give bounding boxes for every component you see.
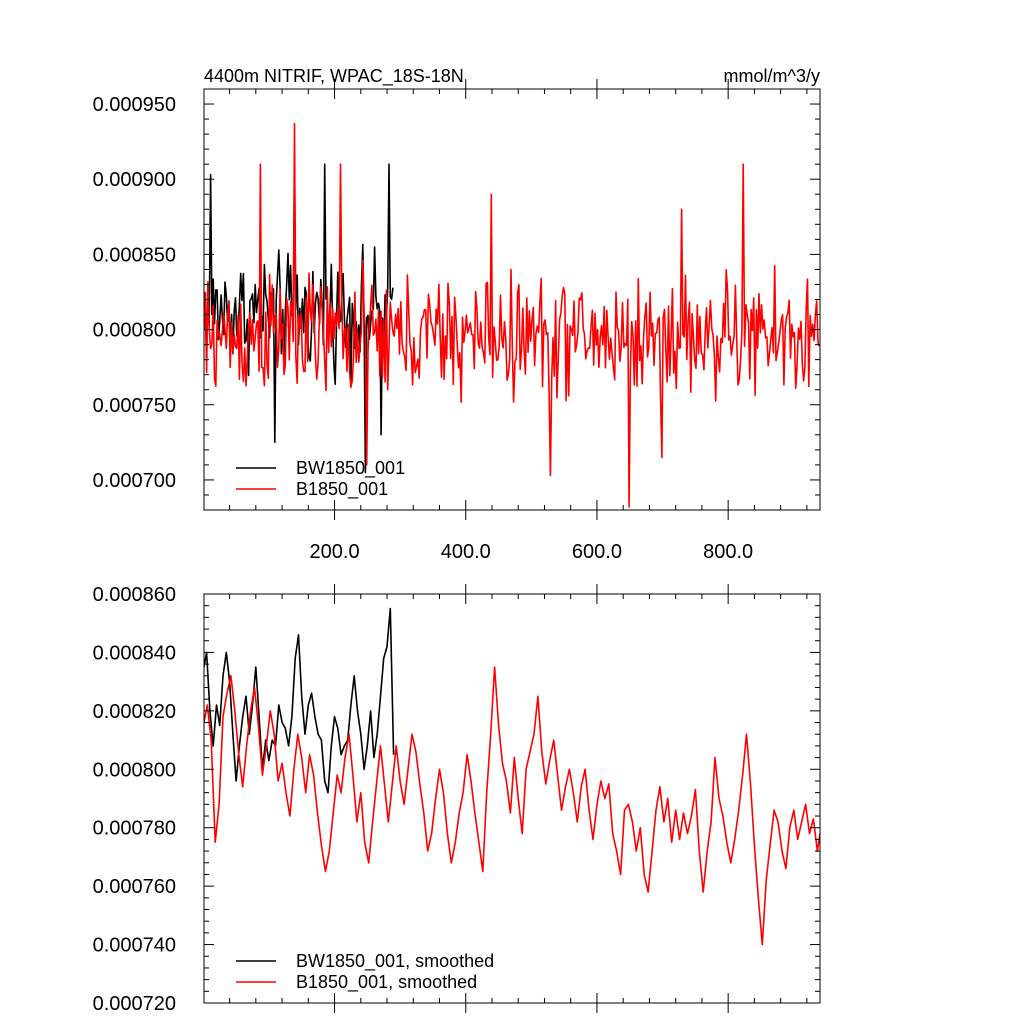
bottom-y-tick-label: 0.000720	[93, 993, 176, 1015]
bottom-y-tick-label: 0.000840	[93, 642, 176, 664]
bottom-y-tick-label: 0.000780	[93, 818, 176, 840]
top-y-tick-label: 0.000800	[93, 320, 176, 342]
top-title-left: 4400m NITRIF, WPAC_18S-18N	[204, 66, 464, 87]
top-legend-label-0: BW1850_001	[296, 458, 405, 479]
bottom-series-line-1	[204, 666, 820, 946]
bottom-series-line-0	[204, 607, 395, 794]
bottom-panel: 0.000720 0.000740 0.000760 0.000780 0.000800…	[93, 584, 821, 1015]
top-series-line-1	[204, 122, 820, 508]
top-y-tick-label: 0.000700	[93, 470, 176, 492]
bottom-y-tick-label: 0.000760	[93, 876, 176, 898]
bottom-series-group	[204, 607, 820, 946]
top-title-right: mmol/m^3/y	[724, 66, 820, 86]
top-x-tick-label: 600.0	[572, 541, 622, 563]
bottom-y-tick-label: 0.000740	[93, 935, 176, 957]
top-y-tick-label: 0.000750	[93, 395, 176, 417]
top-panel: 4400m NITRIF, WPAC_18S-18N mmol/m^3/y 0.…	[93, 66, 821, 563]
bottom-y-tick-label: 0.000820	[93, 701, 176, 723]
bottom-y-tick-label: 0.000860	[93, 584, 176, 606]
top-y-tick-label: 0.000900	[93, 169, 176, 191]
top-y-tick-label: 0.000950	[93, 94, 176, 116]
top-plot-area: 0.000700 0.000750 0.000800 0.000850 0.000900…	[93, 79, 821, 563]
top-x-tick-label: 400.0	[441, 541, 491, 563]
bottom-y-tick-label: 0.000800	[93, 759, 176, 781]
bottom-plot-area: 0.000720 0.000740 0.000760 0.000780 0.000800…	[93, 584, 821, 1015]
top-x-tick-label: 800.0	[703, 541, 753, 563]
bottom-legend-label-1: B1850_001, smoothed	[296, 972, 477, 993]
top-legend-label-1: B1850_001	[296, 479, 388, 500]
top-x-tick-label: 200.0	[310, 541, 360, 563]
top-series-group	[204, 122, 820, 508]
bottom-plot-frame	[203, 593, 821, 1004]
top-y-tick-label: 0.000850	[93, 244, 176, 266]
bottom-legend-label-0: BW1850_001, smoothed	[296, 951, 494, 972]
